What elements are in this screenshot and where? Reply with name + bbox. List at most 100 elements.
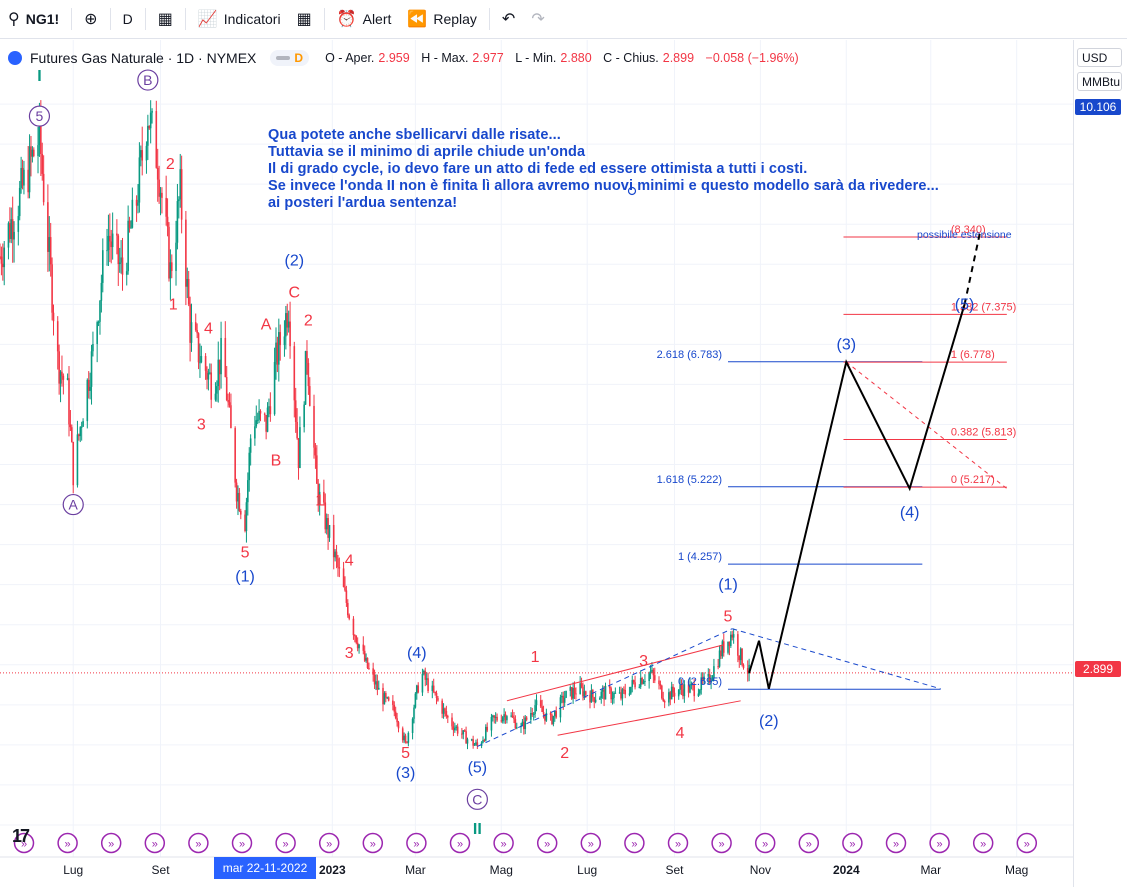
candle-body	[230, 405, 232, 429]
candle-body	[92, 343, 94, 352]
candle-body	[382, 687, 384, 705]
interval-button[interactable]: D	[115, 0, 141, 38]
candle-body	[411, 718, 414, 733]
candle-body	[417, 685, 420, 693]
candle-body	[563, 697, 566, 703]
undo-button[interactable]: ↶	[494, 0, 523, 38]
candle-body	[294, 400, 297, 422]
candle-body	[334, 551, 336, 558]
candle-body	[555, 710, 558, 718]
candle-body	[151, 111, 153, 113]
candle-body	[101, 250, 104, 283]
candle-body	[52, 312, 55, 322]
candle-body	[110, 241, 113, 248]
candle-body	[216, 386, 218, 394]
wave-label: (1)	[235, 569, 255, 586]
event-marker-glyph: »	[413, 839, 419, 851]
candle-body	[554, 710, 556, 716]
candle-body	[741, 648, 743, 665]
event-marker-icon	[798, 832, 820, 854]
unit-select[interactable]: MMBtu	[1077, 72, 1122, 91]
candle-body	[575, 693, 577, 695]
chart-type-button[interactable]: ▦	[150, 0, 181, 38]
candle-body	[249, 438, 252, 453]
candle-body	[58, 351, 60, 384]
compare-button[interactable]: ⊕	[76, 0, 105, 38]
time-tick-label: Mar	[920, 863, 941, 877]
candle-body	[669, 692, 672, 700]
tradingview-logo[interactable]: 17	[12, 826, 30, 846]
candle-body	[13, 231, 15, 240]
candle-body	[432, 685, 435, 692]
candle-body	[372, 668, 374, 675]
wave-label: (5)	[955, 296, 975, 313]
symbol-title[interactable]: Futures Gas Naturale · 1D · NYMEX	[30, 50, 257, 66]
candle-body	[42, 173, 45, 203]
indicators-button[interactable]: 📈 Indicatori	[190, 0, 289, 38]
candle-body	[345, 590, 348, 603]
candle-body	[692, 684, 694, 686]
candle-body	[672, 686, 674, 693]
candle-body	[247, 480, 249, 503]
candle-body	[680, 684, 683, 690]
candle-body	[407, 732, 410, 743]
candle-body	[670, 686, 673, 700]
candle-body	[109, 235, 111, 242]
candle-body	[435, 693, 438, 699]
symbol-search-button[interactable]: ⚲ NG1!	[0, 0, 67, 38]
candle-body	[214, 393, 217, 400]
candle-body	[206, 370, 208, 380]
candle-body	[107, 235, 110, 251]
event-marker-icon	[188, 832, 209, 854]
candle-body	[180, 169, 183, 220]
redo-button[interactable]: ↷	[523, 0, 552, 38]
event-marker-icon	[754, 832, 776, 854]
fib-level-label: (8.340)	[951, 224, 986, 236]
candle-body	[600, 691, 603, 698]
wave-label: 5	[401, 745, 410, 762]
event-marker-glyph: »	[501, 839, 507, 851]
data-status-badge[interactable]: D	[270, 50, 310, 66]
candle-body	[76, 434, 79, 486]
candle-body	[386, 697, 389, 699]
candle-body	[185, 219, 187, 287]
fib-level-label: 2.618 (6.783)	[657, 349, 722, 361]
candle-body	[559, 697, 562, 718]
candle-body	[373, 674, 376, 685]
wave-label: 2	[166, 156, 175, 173]
candle-body	[168, 226, 170, 279]
wave-label: 5	[36, 108, 44, 124]
replay-label: Replay	[433, 11, 477, 27]
event-marker-glyph: »	[195, 839, 201, 851]
candle-body	[634, 682, 636, 688]
wave-label: II	[473, 821, 482, 838]
candle-body	[427, 678, 429, 691]
candle-body	[72, 442, 75, 486]
candle-body	[582, 686, 584, 697]
currency-select[interactable]: USD	[1077, 48, 1122, 67]
candle-body	[727, 641, 729, 653]
wave-label: 1	[531, 649, 540, 666]
extension-label: possibile estensione	[917, 229, 1012, 241]
event-marker-icon	[406, 832, 427, 854]
candle-body	[668, 692, 670, 703]
event-marker-glyph: »	[762, 839, 768, 851]
candle-body	[140, 150, 142, 158]
layouts-button[interactable]: ▦	[289, 0, 320, 38]
candle-body	[137, 202, 139, 206]
wave-label: B	[143, 72, 152, 88]
wave-label: 1	[315, 493, 324, 510]
open-label: O - Aper.	[325, 51, 375, 65]
candle-body	[347, 602, 349, 616]
candle-body	[23, 169, 25, 186]
candle-body	[78, 434, 80, 437]
wave-label: B	[271, 453, 282, 470]
replay-button[interactable]: ⏪ Replay	[399, 0, 485, 38]
analysis-note[interactable]: Qua potete anche sbellicarvi dalle risat…	[268, 110, 939, 212]
candle-body	[641, 678, 643, 684]
candle-body	[266, 407, 269, 432]
close-value: 2.899	[662, 51, 695, 65]
candle-body	[720, 650, 722, 657]
alert-button[interactable]: ⏰ Alert	[329, 0, 400, 38]
candle-body	[693, 685, 696, 697]
